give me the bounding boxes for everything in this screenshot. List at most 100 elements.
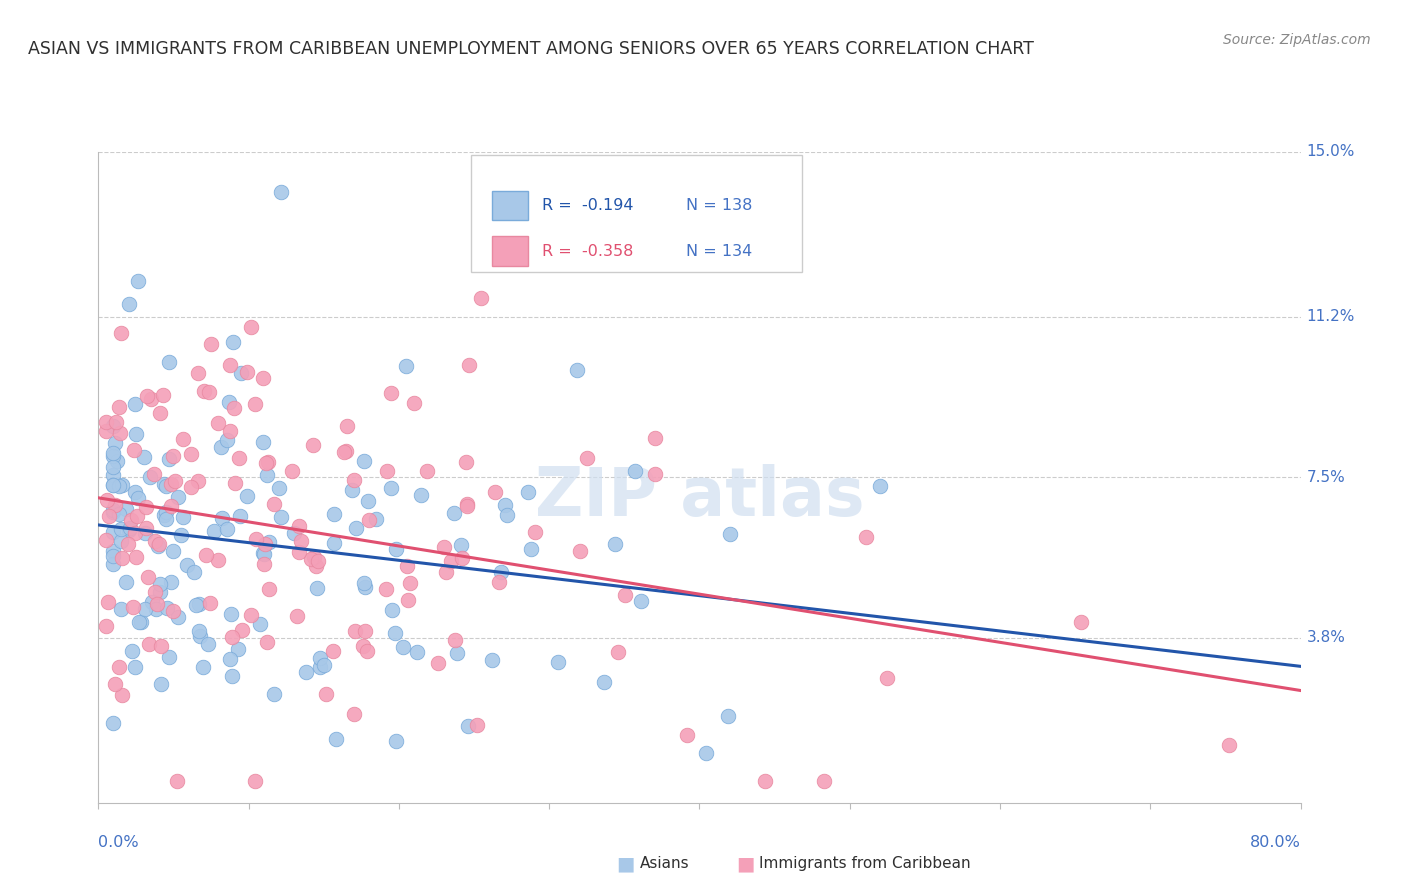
Point — [384, 626, 406, 640]
Point — [524, 525, 547, 540]
Point — [108, 425, 131, 440]
Point — [287, 545, 309, 559]
Point — [322, 507, 344, 521]
Point — [280, 464, 302, 478]
Point — [124, 484, 146, 499]
Point — [94, 533, 117, 548]
Point — [245, 532, 267, 546]
Point — [257, 535, 280, 549]
Point — [405, 645, 427, 659]
Point — [457, 718, 479, 732]
Point — [103, 549, 125, 563]
Point — [96, 492, 118, 507]
Text: N = 134: N = 134 — [686, 244, 752, 259]
Point — [718, 527, 741, 541]
Point — [380, 386, 402, 401]
Point — [470, 291, 492, 305]
Point — [134, 525, 156, 540]
Point — [342, 483, 364, 497]
Point — [209, 440, 232, 454]
Point — [359, 513, 381, 527]
Point — [396, 592, 419, 607]
Point — [157, 355, 180, 369]
Point — [105, 453, 128, 467]
Point — [1070, 615, 1092, 629]
Point — [228, 450, 250, 465]
Point — [270, 185, 292, 199]
Point — [252, 546, 274, 560]
Point — [243, 774, 266, 789]
Point — [104, 436, 127, 450]
Point — [813, 774, 835, 789]
Point — [103, 525, 125, 540]
FancyBboxPatch shape — [492, 191, 527, 220]
Text: ZIP atlas: ZIP atlas — [534, 464, 865, 530]
Point — [467, 717, 489, 731]
Point — [446, 646, 468, 660]
Point — [103, 716, 125, 731]
Point — [443, 633, 465, 648]
Point — [457, 358, 479, 372]
Point — [630, 594, 652, 608]
Point — [516, 485, 538, 500]
Point — [409, 488, 432, 502]
Point — [94, 619, 117, 633]
Text: Source: ZipAtlas.com: Source: ZipAtlas.com — [1223, 33, 1371, 47]
Point — [132, 450, 155, 464]
Point — [308, 650, 330, 665]
Point — [222, 401, 245, 416]
Point — [139, 469, 162, 483]
Point — [385, 541, 408, 556]
Point — [143, 467, 166, 482]
Point — [120, 513, 142, 527]
Point — [120, 521, 142, 535]
Text: 80.0%: 80.0% — [1250, 836, 1301, 850]
Point — [269, 481, 291, 495]
Text: 11.2%: 11.2% — [1306, 310, 1355, 324]
Point — [103, 503, 125, 517]
Point — [141, 594, 163, 608]
Point — [353, 576, 375, 591]
Point — [623, 464, 645, 478]
Point — [695, 746, 717, 760]
Point — [484, 485, 506, 500]
Point — [163, 474, 186, 488]
Point — [607, 645, 630, 659]
Point — [108, 479, 131, 493]
Point — [253, 558, 276, 572]
Text: 0.0%: 0.0% — [98, 836, 139, 850]
Point — [315, 687, 337, 701]
Point — [131, 615, 153, 629]
Point — [252, 435, 274, 450]
Point — [299, 552, 322, 566]
Point — [170, 528, 193, 542]
Point — [221, 669, 243, 683]
Point — [717, 709, 740, 723]
Point — [103, 450, 125, 464]
Point — [495, 508, 517, 523]
Point — [190, 629, 212, 643]
Point — [143, 585, 166, 599]
Point — [236, 365, 259, 379]
Point — [450, 538, 472, 552]
Point — [184, 598, 207, 612]
Point — [111, 550, 134, 565]
Point — [243, 397, 266, 411]
Point — [160, 574, 183, 589]
Text: 3.8%: 3.8% — [1306, 631, 1346, 645]
Point — [494, 498, 516, 512]
Point — [354, 580, 377, 594]
Point — [569, 544, 592, 558]
Point — [240, 607, 263, 622]
Point — [451, 551, 474, 566]
Point — [399, 575, 422, 590]
Point — [124, 660, 146, 674]
Point — [117, 537, 139, 551]
Point — [193, 384, 215, 399]
Point — [221, 630, 243, 644]
Point — [565, 363, 588, 377]
Point — [180, 447, 202, 461]
Point — [149, 577, 172, 591]
Point — [103, 446, 125, 460]
Point — [172, 432, 194, 446]
